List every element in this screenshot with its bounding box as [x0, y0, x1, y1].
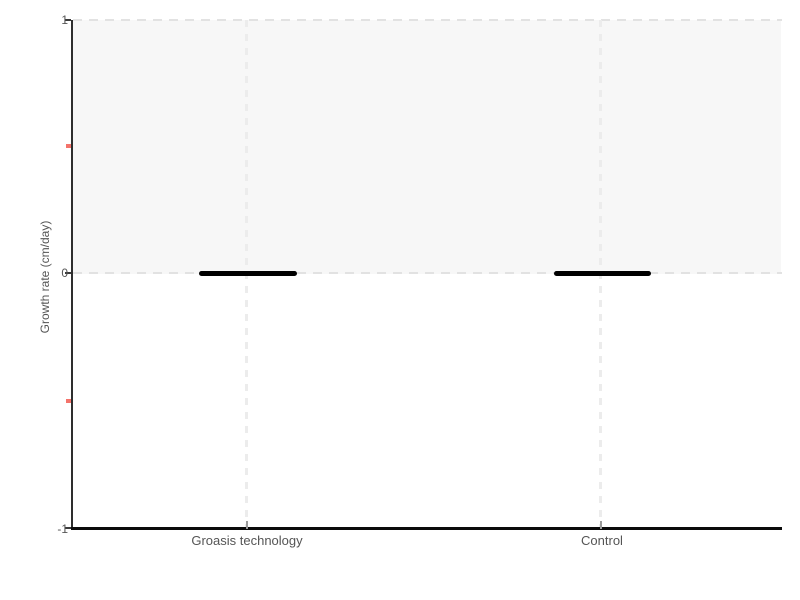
dashed-gridline-y1	[73, 19, 782, 21]
y-major-tick-1	[65, 19, 71, 21]
dashed-gridline-y0	[73, 272, 782, 274]
x-category-label-groasis: Groasis technology	[191, 533, 303, 548]
x-tick-groasis	[246, 521, 248, 529]
median-line-groasis	[199, 271, 297, 276]
x-axis-line	[71, 527, 782, 530]
x-category-label-control: Control	[581, 533, 623, 548]
y-minor-tick-0p5	[66, 144, 71, 148]
x-tick-control	[600, 521, 602, 529]
y-major-tick-0	[65, 272, 71, 274]
y-axis-line	[71, 20, 73, 530]
positive-region-band	[73, 20, 781, 274]
y-tick-label-0: 0	[61, 266, 68, 280]
y-axis-title: Growth rate (cm/day)	[38, 220, 52, 334]
y-minor-tick-neg0p5	[66, 399, 71, 403]
y-tick-label-1: 1	[61, 13, 68, 27]
y-tick-label-neg1: -1	[57, 522, 68, 536]
median-line-control	[554, 271, 651, 276]
y-major-tick-neg1	[65, 527, 71, 529]
